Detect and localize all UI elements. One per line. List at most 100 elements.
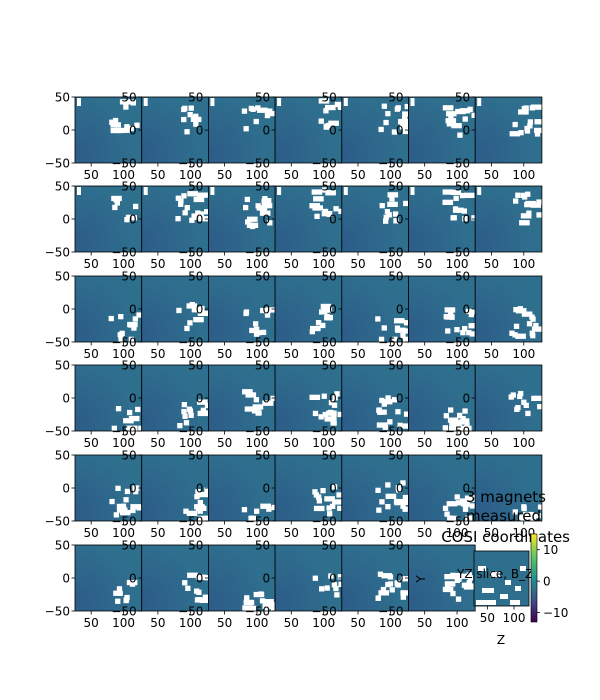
masked-cell: [526, 321, 533, 327]
masked-cell: [333, 206, 339, 212]
masked-cell: [114, 200, 120, 206]
masked-cell: [464, 418, 470, 424]
masked-cell: [471, 215, 477, 221]
masked-cell: [251, 605, 257, 611]
y-tick-label: 0: [463, 124, 471, 138]
subplot: 50 100 50 0 −50: [445, 359, 546, 450]
x-tick-label: 100: [246, 347, 269, 361]
subplot: 50 100 50 0 −50: [311, 91, 414, 182]
masked-cell: [379, 397, 385, 404]
x-tick-label: 100: [379, 526, 402, 540]
masked-cell: [462, 116, 468, 122]
masked-cell: [391, 397, 398, 403]
masked-cell: [251, 408, 258, 414]
masked-cell: [459, 498, 466, 504]
masked-cell: [265, 110, 276, 117]
masked-cell: [442, 189, 454, 195]
x-tick-label: 50: [350, 616, 365, 630]
masked-cell: [517, 306, 523, 312]
masked-cell: [259, 210, 271, 216]
masked-cell: [243, 599, 255, 606]
masked-cell: [391, 129, 398, 135]
masked-cell: [123, 418, 134, 424]
y-tick-label: 50: [121, 359, 136, 373]
masked-cell: [334, 592, 340, 598]
masked-cell: [204, 209, 210, 215]
masked-cell: [451, 515, 458, 521]
y-tick-label: 0: [196, 482, 204, 496]
masked-cell: [387, 192, 399, 198]
masked-cell: [376, 422, 388, 428]
masked-cell: [186, 510, 198, 516]
y-tick-label: 50: [388, 180, 403, 194]
masked-cell: [322, 411, 328, 418]
masked-cell: [326, 307, 333, 313]
masked-cell: [460, 330, 466, 336]
x-tick-label: 50: [417, 168, 432, 182]
x-tick-label: 50: [84, 436, 99, 450]
y-axis-label: Y: [414, 575, 428, 584]
masked-cell: [450, 572, 462, 579]
masked-cell: [131, 325, 137, 331]
masked-cell: [534, 127, 545, 134]
x-tick-label: 100: [246, 168, 269, 182]
heatmap-field: [275, 186, 342, 252]
masked-cell: [459, 108, 471, 114]
masked-cell: [385, 493, 397, 499]
x-tick-label: 100: [446, 616, 469, 630]
subplot: 50 100 50 0 −50: [445, 91, 546, 182]
subplot: 50 100 50 0 −50: [178, 91, 276, 182]
x-tick-label: 100: [246, 257, 269, 271]
subplot: 50 100 50 0 −50: [178, 270, 277, 361]
masked-cell: [191, 213, 197, 219]
colorbar: [530, 533, 538, 623]
masked-cell: [194, 588, 200, 594]
y-tick-label: −50: [245, 246, 270, 260]
masked-cell: [451, 123, 462, 129]
masked-cell: [109, 498, 115, 505]
subplot-frame: [473, 550, 530, 607]
x-tick-label: 50: [284, 526, 299, 540]
x-tick-label: 50: [484, 526, 499, 540]
masked-cell: [444, 574, 455, 580]
x-tick-label: 50: [350, 347, 365, 361]
subplot: 50 100 50 0 −50: [378, 270, 481, 361]
masked-cell: [113, 512, 119, 518]
masked-cell: [175, 216, 181, 222]
masked-cell: [243, 204, 249, 211]
y-tick-label: −50: [445, 336, 470, 350]
x-tick-label: 100: [446, 347, 469, 361]
y-tick-label: 0: [129, 124, 137, 138]
masked-cell: [128, 415, 140, 422]
x-tick-label: 50: [150, 257, 165, 271]
masked-cell: [385, 581, 391, 588]
x-tick-label: 50: [217, 347, 232, 361]
masked-cell: [387, 201, 398, 207]
subplot: 50 100 50 0 −50: [378, 449, 477, 540]
masked-cell: [181, 116, 187, 123]
masked-cell: [114, 127, 125, 134]
masked-cell: [513, 198, 519, 204]
y-tick-label: −50: [45, 425, 70, 439]
masked-cell: [518, 130, 524, 136]
x-tick-label: 50: [217, 168, 232, 182]
subplot: 50 100 50 0 −50: [311, 539, 412, 630]
masked-cell: [402, 128, 414, 135]
masked-cell: [126, 579, 138, 586]
masked-cell: [515, 333, 526, 339]
x-tick-label: 100: [179, 168, 202, 182]
masked-cell: [264, 312, 271, 318]
masked-cell: [245, 219, 251, 225]
masked-cell: [519, 220, 530, 226]
masked-cell: [530, 513, 541, 519]
masked-cell: [77, 98, 81, 106]
y-tick-label: −50: [378, 157, 403, 171]
x-tick-label: 100: [312, 347, 335, 361]
masked-cell: [399, 124, 411, 130]
masked-cell: [260, 503, 271, 509]
masked-cell: [464, 422, 470, 428]
masked-cell: [442, 425, 448, 431]
masked-cell: [323, 307, 329, 313]
y-tick-label: 0: [62, 482, 70, 496]
y-tick-label: 0: [396, 213, 404, 227]
